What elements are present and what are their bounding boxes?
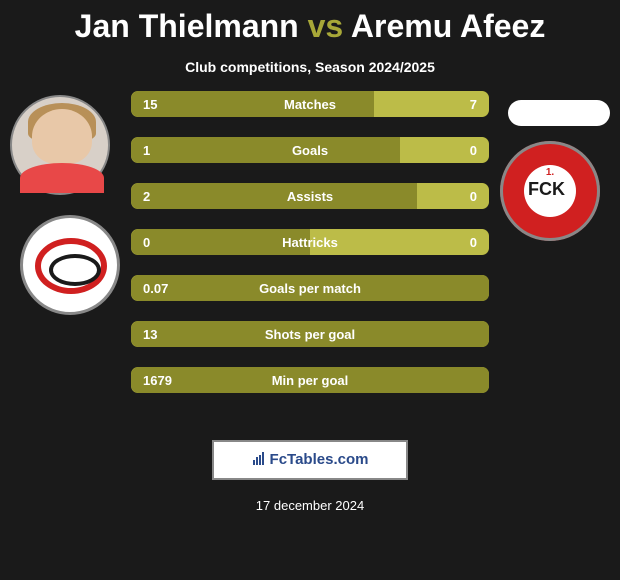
stat-label: Assists [131,183,489,210]
comparison-content: 1. FCK 15Matches71Goals02Assists00Hattri… [0,105,620,445]
stat-row: 0.07Goals per match [130,274,490,302]
stat-label: Matches [131,91,489,118]
stat-row: 13Shots per goal [130,320,490,348]
stat-bars: 15Matches71Goals02Assists00Hattricks00.0… [130,90,490,412]
stat-label: Min per goal [131,367,489,394]
stat-label: Hattricks [131,229,489,256]
stat-row: 1Goals0 [130,136,490,164]
stat-row: 0Hattricks0 [130,228,490,256]
stat-label: Shots per goal [131,321,489,348]
stat-value-right: 0 [470,229,477,256]
footer-date: 17 december 2024 [0,498,620,513]
player1-photo [10,95,110,195]
stat-value-right: 7 [470,91,477,118]
page-title: Jan Thielmann vs Aremu Afeez [0,0,620,45]
player1-name: Jan Thielmann [75,8,299,44]
stat-label: Goals [131,137,489,164]
player2-name: Aremu Afeez [351,8,545,44]
stat-value-right: 0 [470,137,477,164]
vs-separator: vs [308,8,344,44]
subtitle: Club competitions, Season 2024/2025 [0,59,620,75]
brand-text: FcTables.com [270,451,369,468]
team1-logo [20,215,120,315]
chart-icon [252,451,266,465]
stat-value-right: 0 [470,183,477,210]
stat-row: 2Assists0 [130,182,490,210]
stat-label: Goals per match [131,275,489,302]
brand-logo: FcTables.com [212,440,408,480]
stat-row: 1679Min per goal [130,366,490,394]
player2-photo-placeholder [508,100,610,126]
team2-top-text: 1. [526,167,574,178]
team2-logo: 1. FCK [500,141,600,241]
team2-bottom-text: FCK [528,179,565,200]
stat-row: 15Matches7 [130,90,490,118]
